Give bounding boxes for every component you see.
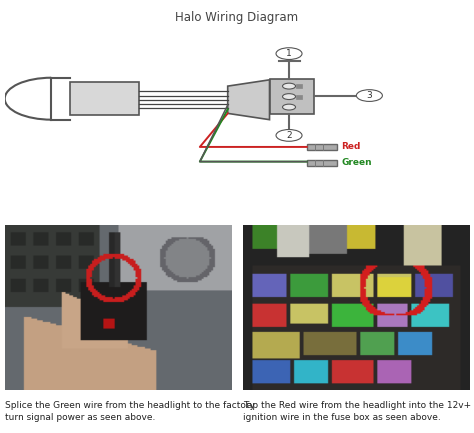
FancyBboxPatch shape	[270, 79, 314, 114]
Circle shape	[283, 104, 295, 110]
FancyBboxPatch shape	[307, 144, 337, 150]
Text: 3: 3	[366, 91, 372, 100]
Text: Red: Red	[341, 142, 361, 152]
Text: Tap the Red wire from the headlight into the 12v+
ignition wire in the fuse box : Tap the Red wire from the headlight into…	[243, 401, 471, 422]
FancyBboxPatch shape	[296, 84, 302, 88]
Text: Splice the Green wire from the headlight to the factory
turn signal power as see: Splice the Green wire from the headlight…	[5, 401, 255, 422]
Circle shape	[283, 94, 295, 100]
Text: Green: Green	[341, 158, 372, 167]
FancyBboxPatch shape	[70, 82, 139, 116]
Circle shape	[356, 90, 383, 101]
Circle shape	[276, 48, 302, 59]
Polygon shape	[228, 80, 270, 120]
Text: 1: 1	[286, 49, 292, 58]
Text: Halo Wiring Diagram: Halo Wiring Diagram	[175, 11, 299, 24]
FancyBboxPatch shape	[296, 94, 302, 99]
FancyBboxPatch shape	[307, 159, 337, 166]
Circle shape	[283, 83, 295, 89]
Text: 2: 2	[286, 131, 292, 140]
Circle shape	[276, 129, 302, 141]
